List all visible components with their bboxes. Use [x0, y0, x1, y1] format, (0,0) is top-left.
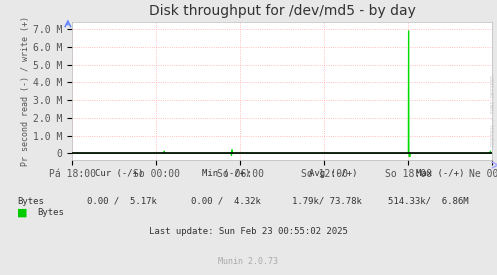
Text: RRDTOOL / TOBI OETIKER: RRDTOOL / TOBI OETIKER — [491, 74, 496, 146]
Text: Avg (-/+): Avg (-/+) — [309, 169, 357, 178]
Text: Bytes: Bytes — [17, 197, 44, 206]
Text: 514.33k/  6.86M: 514.33k/ 6.86M — [388, 197, 468, 206]
Text: Min (-/+): Min (-/+) — [202, 169, 250, 178]
Title: Disk throughput for /dev/md5 - by day: Disk throughput for /dev/md5 - by day — [149, 4, 415, 18]
Text: Munin 2.0.73: Munin 2.0.73 — [219, 257, 278, 266]
Text: ■: ■ — [17, 208, 28, 218]
Text: Last update: Sun Feb 23 00:55:02 2025: Last update: Sun Feb 23 00:55:02 2025 — [149, 227, 348, 236]
Text: Max (-/+): Max (-/+) — [415, 169, 464, 178]
Text: Bytes: Bytes — [37, 208, 64, 217]
Y-axis label: Pr second read (-) / write (+): Pr second read (-) / write (+) — [21, 16, 30, 166]
Text: 1.79k/ 73.78k: 1.79k/ 73.78k — [292, 197, 362, 206]
Text: 0.00 /  5.17k: 0.00 / 5.17k — [87, 197, 157, 206]
Text: Cur (-/+): Cur (-/+) — [95, 169, 144, 178]
Text: 0.00 /  4.32k: 0.00 / 4.32k — [191, 197, 261, 206]
